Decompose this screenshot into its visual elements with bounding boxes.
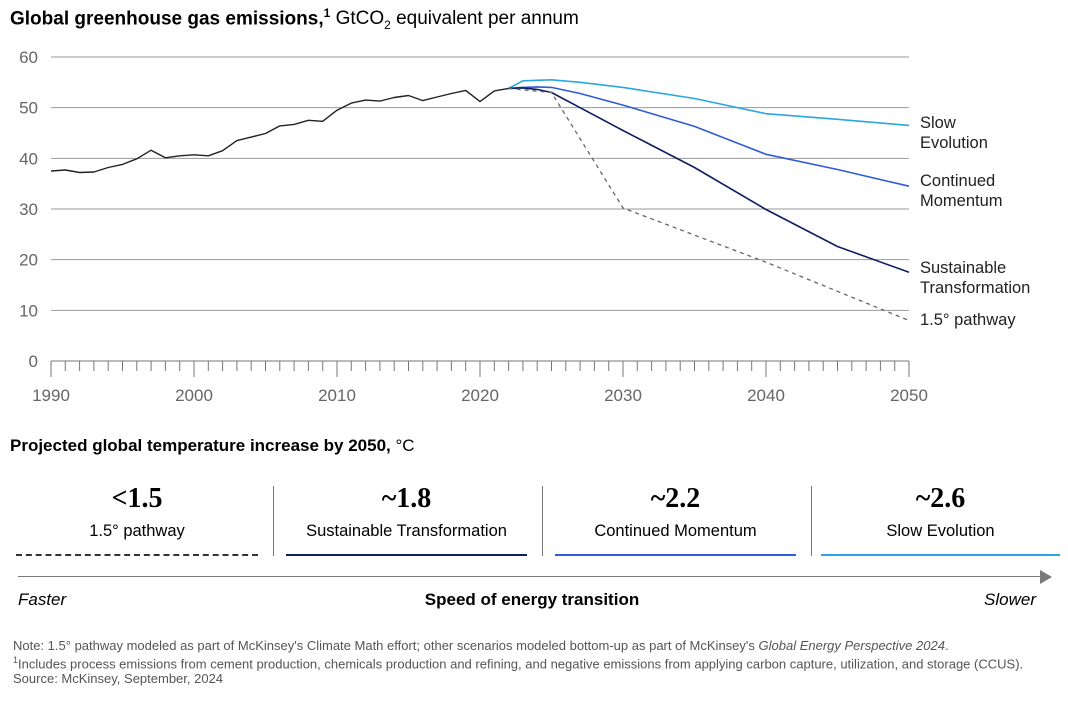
scenario-label: 1.5° pathway (89, 522, 185, 540)
series-end-label: Momentum (920, 192, 1003, 210)
y-tick-label: 20 (19, 251, 38, 270)
note-suffix: . (944, 638, 949, 653)
x-tick-label: 2050 (890, 386, 928, 405)
series-continued-momentum-line (508, 86, 910, 187)
chart-title-footnote-marker: 1 (323, 6, 331, 20)
temperature-title: Projected global temperature increase by… (10, 436, 415, 456)
y-tick-label: 60 (19, 48, 38, 67)
divider (542, 486, 543, 556)
divider (273, 486, 274, 556)
speed-arrow-line (18, 576, 1044, 577)
series-slow-evolution-line (508, 79, 910, 127)
scenario-1-5-pathway: <1.5 1.5° pathway (16, 482, 258, 556)
chart-unit-prefix: GtCO (335, 8, 385, 30)
series-end-label: Sustainable (920, 259, 1006, 277)
y-tick-label: 30 (19, 200, 38, 219)
series-sustainable-transformation-line (508, 87, 910, 274)
speed-title: Speed of energy transition (424, 590, 640, 609)
scenario-label: Continued Momentum (594, 522, 757, 540)
speed-slower-label: Slower (984, 590, 1036, 609)
y-tick-label: 50 (19, 99, 38, 118)
footnote-marker: 1 (13, 655, 19, 665)
x-tick-label: 2030 (604, 386, 642, 405)
divider (811, 486, 812, 556)
x-tick-label: 2020 (461, 386, 499, 405)
temperature-title-bold: Projected global temperature increase by… (10, 436, 391, 455)
source: Source: McKinsey, September, 2024 (13, 671, 224, 687)
series-end-label: Evolution (920, 134, 988, 152)
scenario-value: <1.5 (111, 483, 163, 514)
note-text: Note: 1.5° pathway modeled as part of Mc… (13, 638, 759, 653)
y-tick-label: 40 (19, 149, 38, 168)
chart-title-bold: Global greenhouse gas emissions, (10, 8, 324, 30)
x-tick-label: 2010 (318, 386, 356, 405)
scenario-value: ~2.6 (915, 483, 966, 514)
footnotes: Note: 1.5° pathway modeled as part of Mc… (13, 638, 1053, 686)
series-end-label: Transformation (920, 279, 1030, 297)
footnote-text: Includes process emissions from cement p… (18, 656, 1024, 672)
note-italic: Global Energy Perspective 2024 (758, 638, 945, 653)
series-end-label: Continued (920, 172, 995, 190)
footnote-1: 1Includes process emissions from cement … (13, 653, 1053, 671)
series-end-label: 1.5° pathway (920, 311, 1016, 329)
scenario-continued-momentum: ~2.2 Continued Momentum (555, 482, 796, 556)
scenario-value: ~2.2 (650, 483, 701, 514)
scenario-line-swatch (16, 554, 258, 556)
chart-title: Global greenhouse gas emissions,1 GtCO2 … (10, 6, 579, 32)
scenario-line-swatch (821, 554, 1060, 556)
chart-unit-subscript: 2 (384, 18, 391, 33)
scenario-line-swatch (555, 554, 796, 556)
x-tick-label: 1990 (32, 386, 70, 405)
y-tick-label: 0 (29, 352, 38, 371)
chart-unit: GtCO2 equivalent per annum (335, 8, 579, 33)
scenario-label: Sustainable Transformation (306, 522, 507, 540)
y-tick-label: 10 (19, 301, 38, 320)
temperature-title-unit: °C (390, 436, 415, 455)
speed-faster-label: Faster (18, 590, 67, 609)
scenario-sustainable-transformation: ~1.8 Sustainable Transformation (286, 482, 527, 556)
scenario-value: ~1.8 (381, 483, 432, 514)
series-end-label: Slow (920, 114, 956, 132)
series-history-line (50, 87, 509, 174)
x-tick-label: 2040 (747, 386, 785, 405)
x-tick-label: 2000 (175, 386, 213, 405)
scenario-line-swatch (286, 554, 527, 556)
note: Note: 1.5° pathway modeled as part of Mc… (13, 638, 1053, 653)
series-1-5-pathway-line (508, 87, 910, 322)
scenario-slow-evolution: ~2.6 Slow Evolution (821, 482, 1060, 556)
scenario-label: Slow Evolution (886, 522, 995, 540)
arrow-right-icon (1040, 570, 1052, 584)
chart-unit-suffix: equivalent per annum (390, 8, 579, 30)
